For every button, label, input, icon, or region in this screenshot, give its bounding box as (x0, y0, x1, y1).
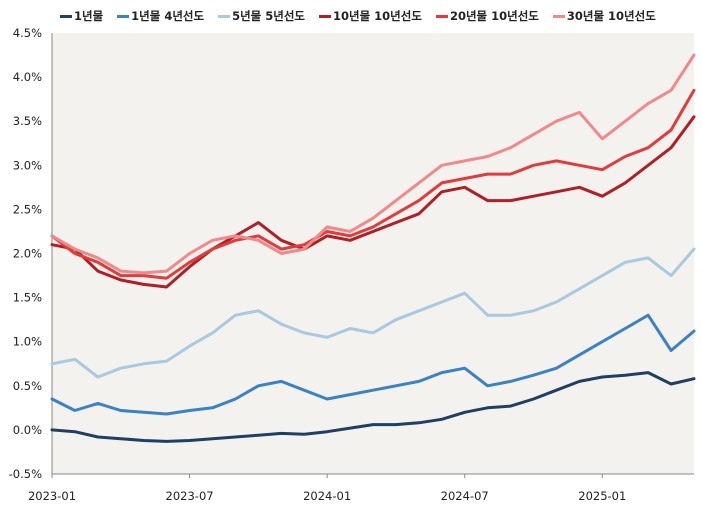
y-tick-label: 1.5% (13, 291, 42, 305)
legend-swatch (218, 14, 231, 18)
legend-label: 20년물 10년선도 (449, 9, 539, 23)
legend-swatch (60, 14, 72, 18)
legend-label: 30년물 10년선도 (566, 9, 656, 23)
legend-swatch (552, 14, 565, 18)
legend-swatch (319, 14, 332, 18)
y-tick-label: 0.5% (13, 379, 42, 393)
series-line-1 (50, 313, 696, 416)
y-tick-label: 0.0% (13, 423, 42, 437)
legend-item-5: 30년물 10년선도 (552, 8, 656, 24)
legend-item-4: 20년물 10년선도 (435, 8, 539, 24)
legend-label: 10년물 10년선도 (333, 9, 422, 23)
series-line-4 (50, 88, 696, 280)
series-line-0 (50, 371, 696, 443)
legend-item-3: 10년물 10년선도 (319, 8, 422, 24)
legend-swatch (117, 14, 130, 18)
legend-label: 1년물 4년선도 (131, 9, 205, 23)
legend-item-0: 1년물 (60, 8, 103, 24)
x-tick-label: 2023-01 (28, 489, 76, 503)
legend-item-1: 1년물 4년선도 (117, 8, 204, 24)
series-line-2 (50, 247, 696, 379)
x-tick-label: 2024-01 (303, 489, 351, 503)
y-tick-label: 2.0% (13, 247, 42, 261)
series-line-5 (50, 53, 696, 275)
x-tick-label: 2024-07 (441, 489, 489, 503)
y-tick-label: 3.0% (13, 158, 42, 172)
legend-label: 1년물 (74, 9, 104, 23)
legend-label: 5년물 5년선도 (232, 9, 306, 23)
y-tick-label: -0.5% (9, 467, 42, 481)
plot-area (52, 33, 694, 474)
y-tick-label: 1.0% (13, 335, 42, 349)
legend-swatch (435, 14, 448, 18)
y-tick-label: 4.5% (13, 26, 42, 40)
y-tick-label: 2.5% (13, 202, 42, 216)
y-tick-label: 3.5% (13, 114, 42, 128)
y-tick-label: 4.0% (13, 70, 42, 84)
chart-legend: 1년물 1년물 4년선도 5년물 5년선도 10년물 10년선도 20년물 10년선도 3… (60, 6, 670, 26)
x-tick-label: 2023-07 (166, 489, 214, 503)
x-tick-label: 2025-01 (578, 489, 626, 503)
legend-item-2: 5년물 5년선도 (218, 8, 305, 24)
series-line-3 (50, 115, 696, 289)
